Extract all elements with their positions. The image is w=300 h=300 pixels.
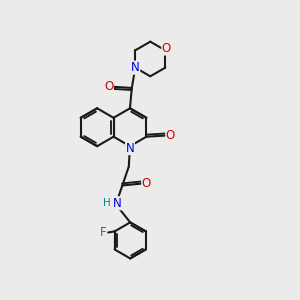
Text: H: H [103, 198, 111, 208]
Text: O: O [142, 177, 151, 190]
Text: O: O [162, 42, 171, 55]
Text: F: F [100, 226, 107, 239]
Text: N: N [126, 142, 134, 154]
Text: O: O [104, 80, 113, 93]
Text: O: O [166, 129, 175, 142]
Text: N: N [113, 197, 122, 210]
Text: N: N [131, 61, 140, 74]
